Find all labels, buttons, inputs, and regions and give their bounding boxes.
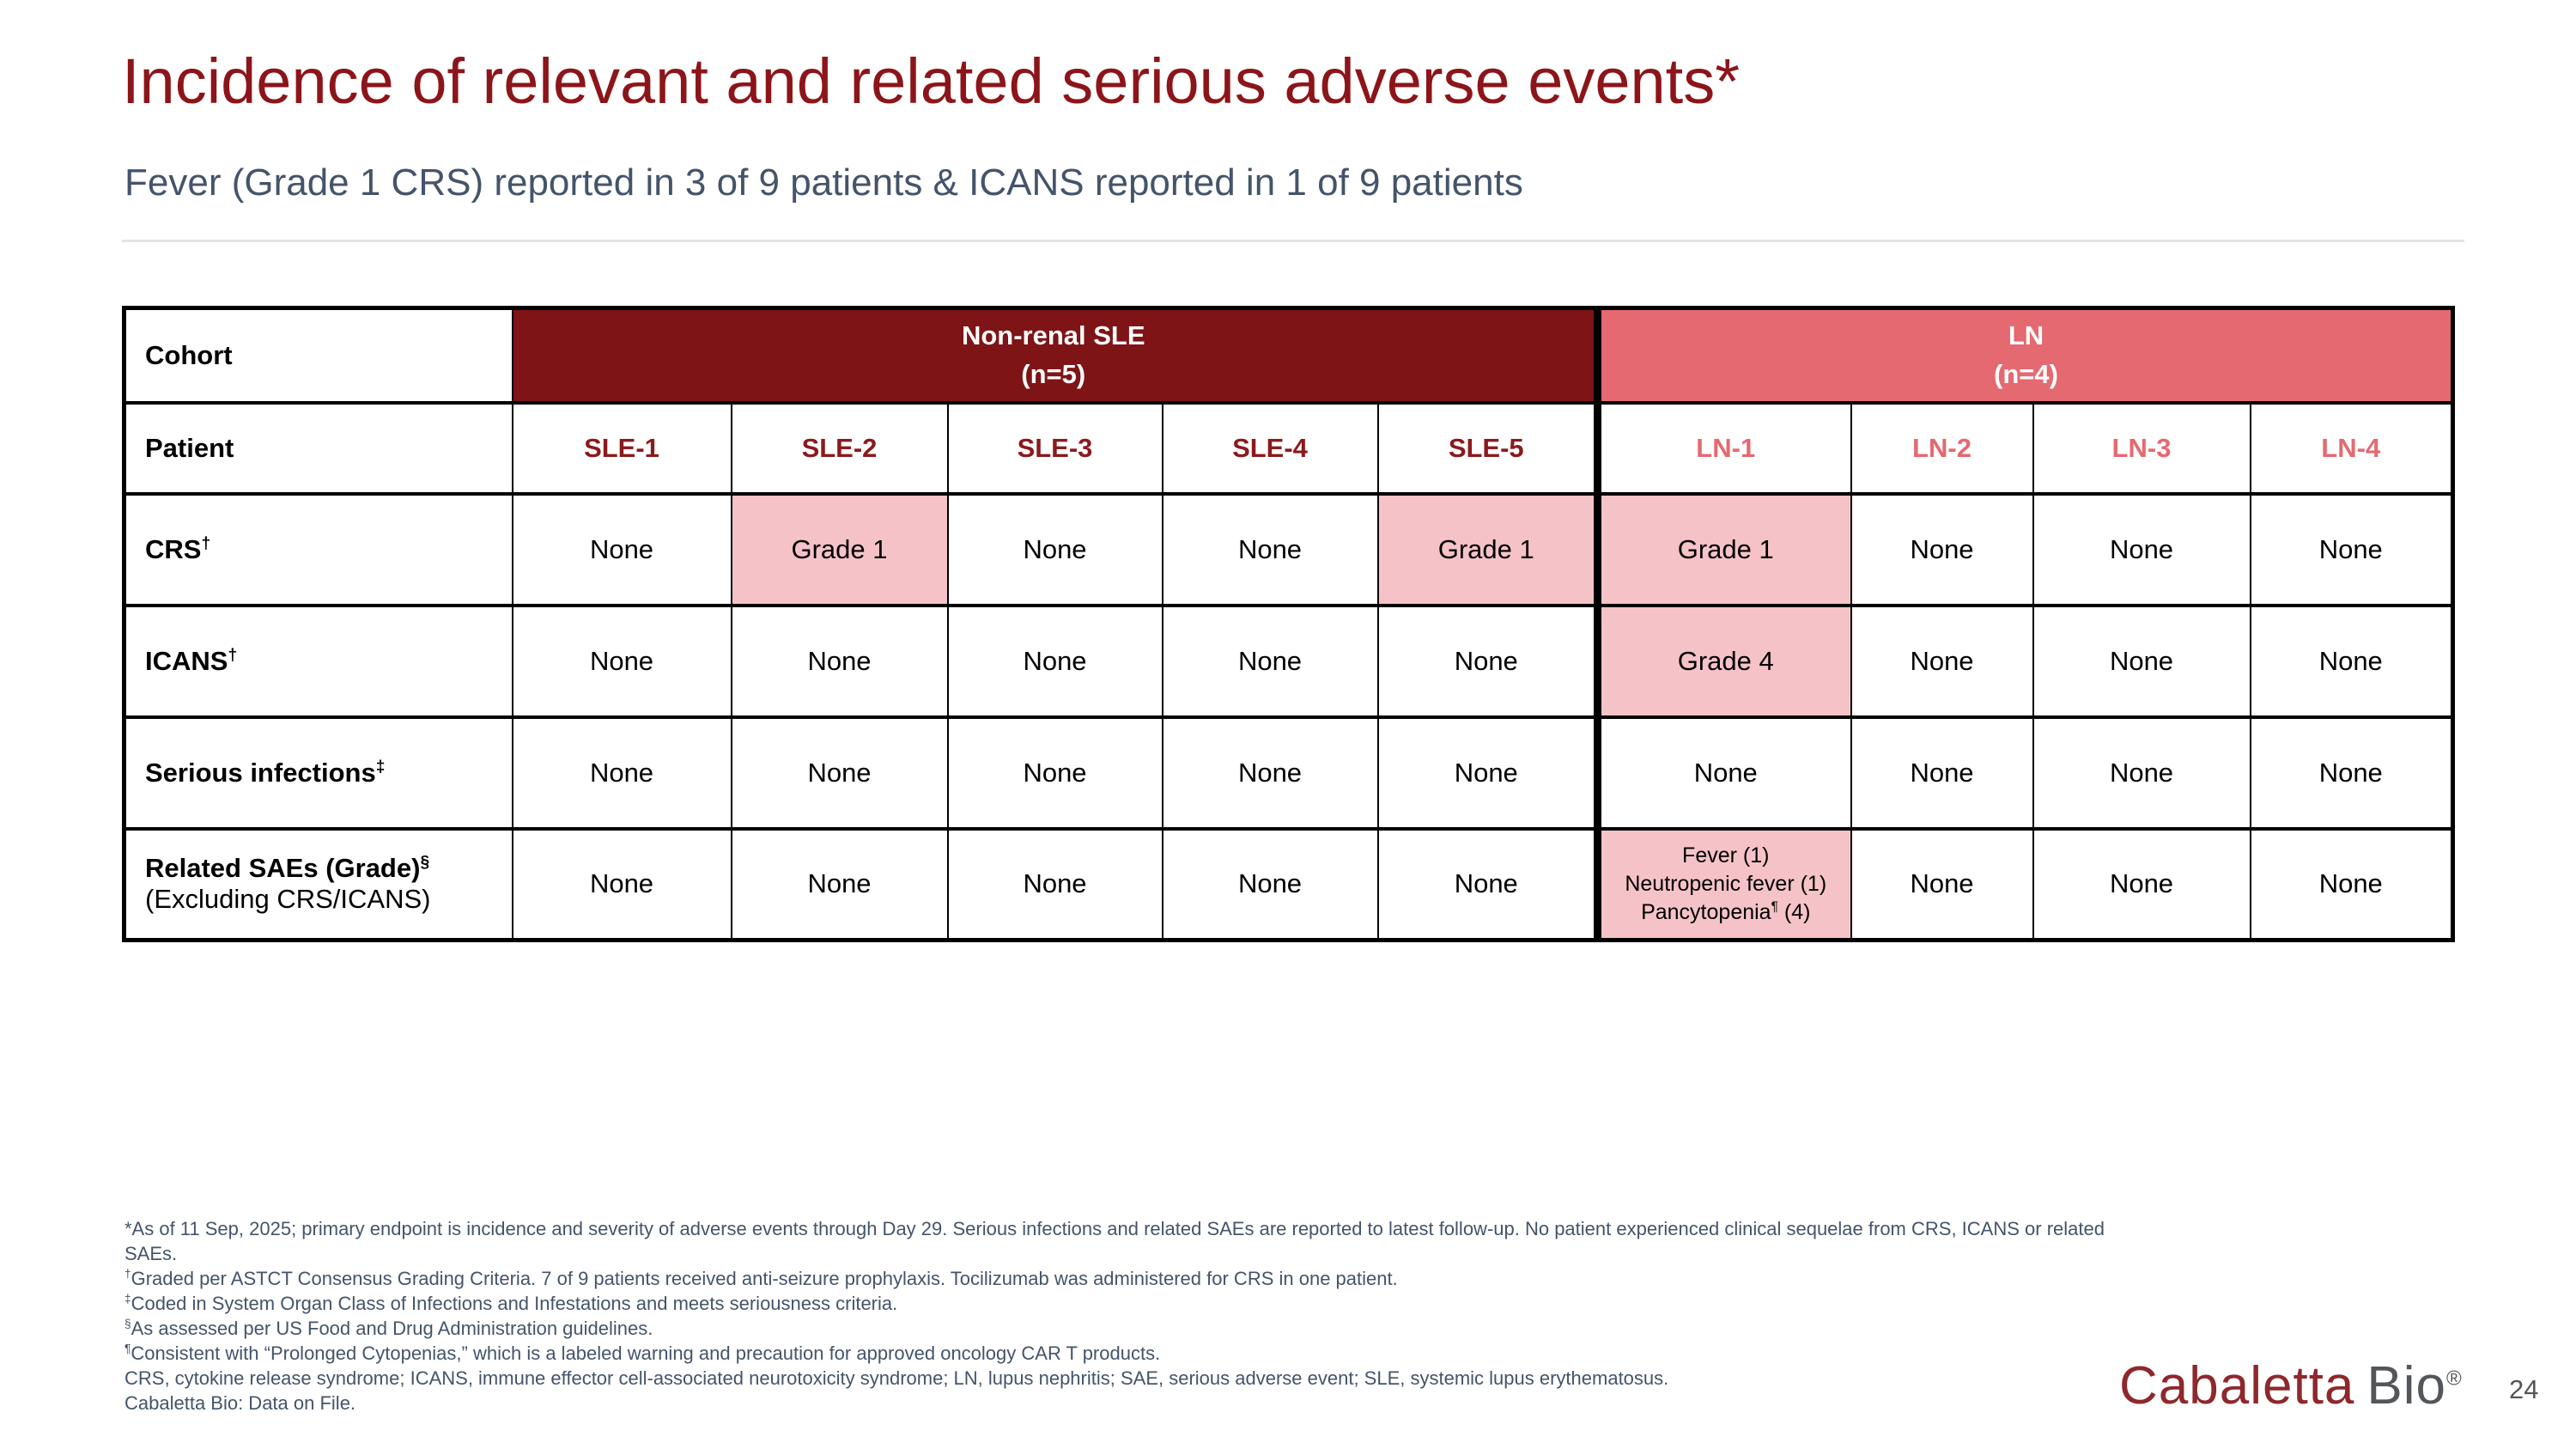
logo-word-cabaletta: Cabaletta: [2119, 1356, 2355, 1416]
table-cell: None: [946, 826, 1163, 942]
table-cell: None: [1376, 603, 1599, 719]
table-row: Serious infections‡ None None None None None N…: [123, 715, 2454, 831]
page-number: 24: [2509, 1374, 2539, 1404]
patient-header-ln-2: LN-2: [1850, 400, 2034, 496]
footnotes: *As of 11 Sep, 2025; primary endpoint is…: [125, 1216, 2117, 1416]
table-cell: None: [1594, 715, 1852, 831]
table-cell: None: [2032, 603, 2251, 719]
table-cell: None: [1850, 603, 2034, 719]
patient-header-ln-1: LN-1: [1594, 400, 1852, 496]
table-cell: None: [511, 715, 732, 831]
table-cell: None: [1850, 491, 2034, 607]
registered-trademark-icon: ®: [2446, 1367, 2463, 1391]
table-cell: Grade 1: [1376, 491, 1599, 607]
table-cell: None: [1850, 715, 2034, 831]
table-cell: Grade 4: [1594, 603, 1852, 719]
row-label: Serious infections‡: [123, 715, 513, 831]
table-cell: None: [946, 491, 1163, 607]
slide-subtitle: Fever (Grade 1 CRS) reported in 3 of 9 p…: [125, 161, 1523, 204]
patient-header-row: Patient SLE-1 SLE-2 SLE-3 SLE-4 SLE-5 LN…: [123, 400, 2454, 496]
adverse-events-table: Cohort Non-renal SLE (n=5) LN (n=4) Pati…: [122, 306, 2455, 942]
page-title: Incidence of relevant and related seriou…: [122, 46, 1741, 117]
table-cell: None: [1376, 715, 1599, 831]
cohort-name: Non-renal SLE: [961, 320, 1145, 350]
table-cell: None: [1161, 491, 1379, 607]
table-cell: None: [2032, 491, 2251, 607]
table-cell: None: [2032, 826, 2251, 942]
row-label: ICANS†: [123, 603, 513, 719]
row-label: CRS†: [123, 491, 513, 607]
footnote-line: CRS, cytokine release syndrome; ICANS, i…: [125, 1367, 1669, 1389]
patient-header-sle-1: SLE-1: [511, 400, 732, 496]
footnote-line: *As of 11 Sep, 2025; primary endpoint is…: [125, 1218, 2105, 1264]
patient-header-ln-4: LN-4: [2249, 400, 2454, 496]
cohort-name: LN: [2008, 320, 2044, 350]
patient-header-sle-3: SLE-3: [946, 400, 1163, 496]
table-cell: Grade 1: [1594, 491, 1852, 607]
table-row: ICANS† None None None None None Grade 4 None Non…: [123, 603, 2454, 719]
table-cell: None: [1161, 826, 1379, 942]
table-cell: None: [730, 603, 949, 719]
patient-header-ln-3: LN-3: [2032, 400, 2251, 496]
table-cell: Fever (1) Neutropenic fever (1) Pancytopen…: [1594, 826, 1852, 942]
patient-header-sle-5: SLE-5: [1376, 400, 1599, 496]
table-row: CRS† None Grade 1 None None Grade 1 Grade 1 Non…: [123, 491, 2454, 607]
table-cell: None: [2249, 826, 2454, 942]
cell-line: Neutropenic fever (1): [1625, 871, 1827, 896]
header-divider: [122, 240, 2464, 242]
footnote-line: ‡Coded in System Organ Class of Infectio…: [125, 1292, 898, 1314]
table-cell: None: [946, 715, 1163, 831]
table-row: Related SAEs (Grade)§ (Excluding CRS/ICAN…: [123, 826, 2454, 942]
table-cell: None: [946, 603, 1163, 719]
footnote-line: §As assessed per US Food and Drug Admini…: [125, 1317, 653, 1339]
cell-line: Fever (1): [1682, 843, 1770, 868]
table-cell: None: [2249, 491, 2454, 607]
cohort-corner-label: Cohort: [123, 306, 513, 405]
cohort-header-ln: LN (n=4): [1594, 306, 2454, 405]
cohort-header-row: Cohort Non-renal SLE (n=5) LN (n=4): [123, 306, 2454, 405]
cohort-n: (n=4): [1994, 358, 2058, 389]
patient-row-label: Patient: [123, 400, 513, 496]
cohort-n: (n=5): [1021, 358, 1086, 389]
table-cell: None: [730, 715, 949, 831]
cell-line: Pancytopenia¶ (4): [1641, 899, 1811, 924]
table-cell: None: [511, 491, 732, 607]
table-cell: None: [730, 826, 949, 942]
table-cell: None: [511, 826, 732, 942]
table-cell: None: [1161, 603, 1379, 719]
row-label: Related SAEs (Grade)§ (Excluding CRS/ICAN…: [123, 826, 513, 942]
logo-word-bio: Bio: [2366, 1356, 2447, 1416]
cohort-header-nonrenal-sle: Non-renal SLE (n=5): [511, 306, 1599, 405]
table-cell: None: [2249, 715, 2454, 831]
table-cell: None: [2249, 603, 2454, 719]
patient-header-sle-4: SLE-4: [1161, 400, 1379, 496]
table-cell: None: [2032, 715, 2251, 831]
table-cell: None: [1850, 826, 2034, 942]
cabaletta-bio-logo: Cabaletta Bio®: [2119, 1356, 2463, 1416]
footnote-line: †Graded per ASTCT Consensus Grading Crit…: [125, 1267, 1398, 1289]
table-cell: None: [1376, 826, 1599, 942]
footnote-line: Cabaletta Bio: Data on File.: [125, 1392, 356, 1414]
table-cell: None: [511, 603, 732, 719]
patient-header-sle-2: SLE-2: [730, 400, 949, 496]
table-cell: None: [1161, 715, 1379, 831]
table-cell: Grade 1: [730, 491, 949, 607]
footnote-line: ¶Consistent with “Prolonged Cytopenias,”…: [125, 1342, 1161, 1364]
